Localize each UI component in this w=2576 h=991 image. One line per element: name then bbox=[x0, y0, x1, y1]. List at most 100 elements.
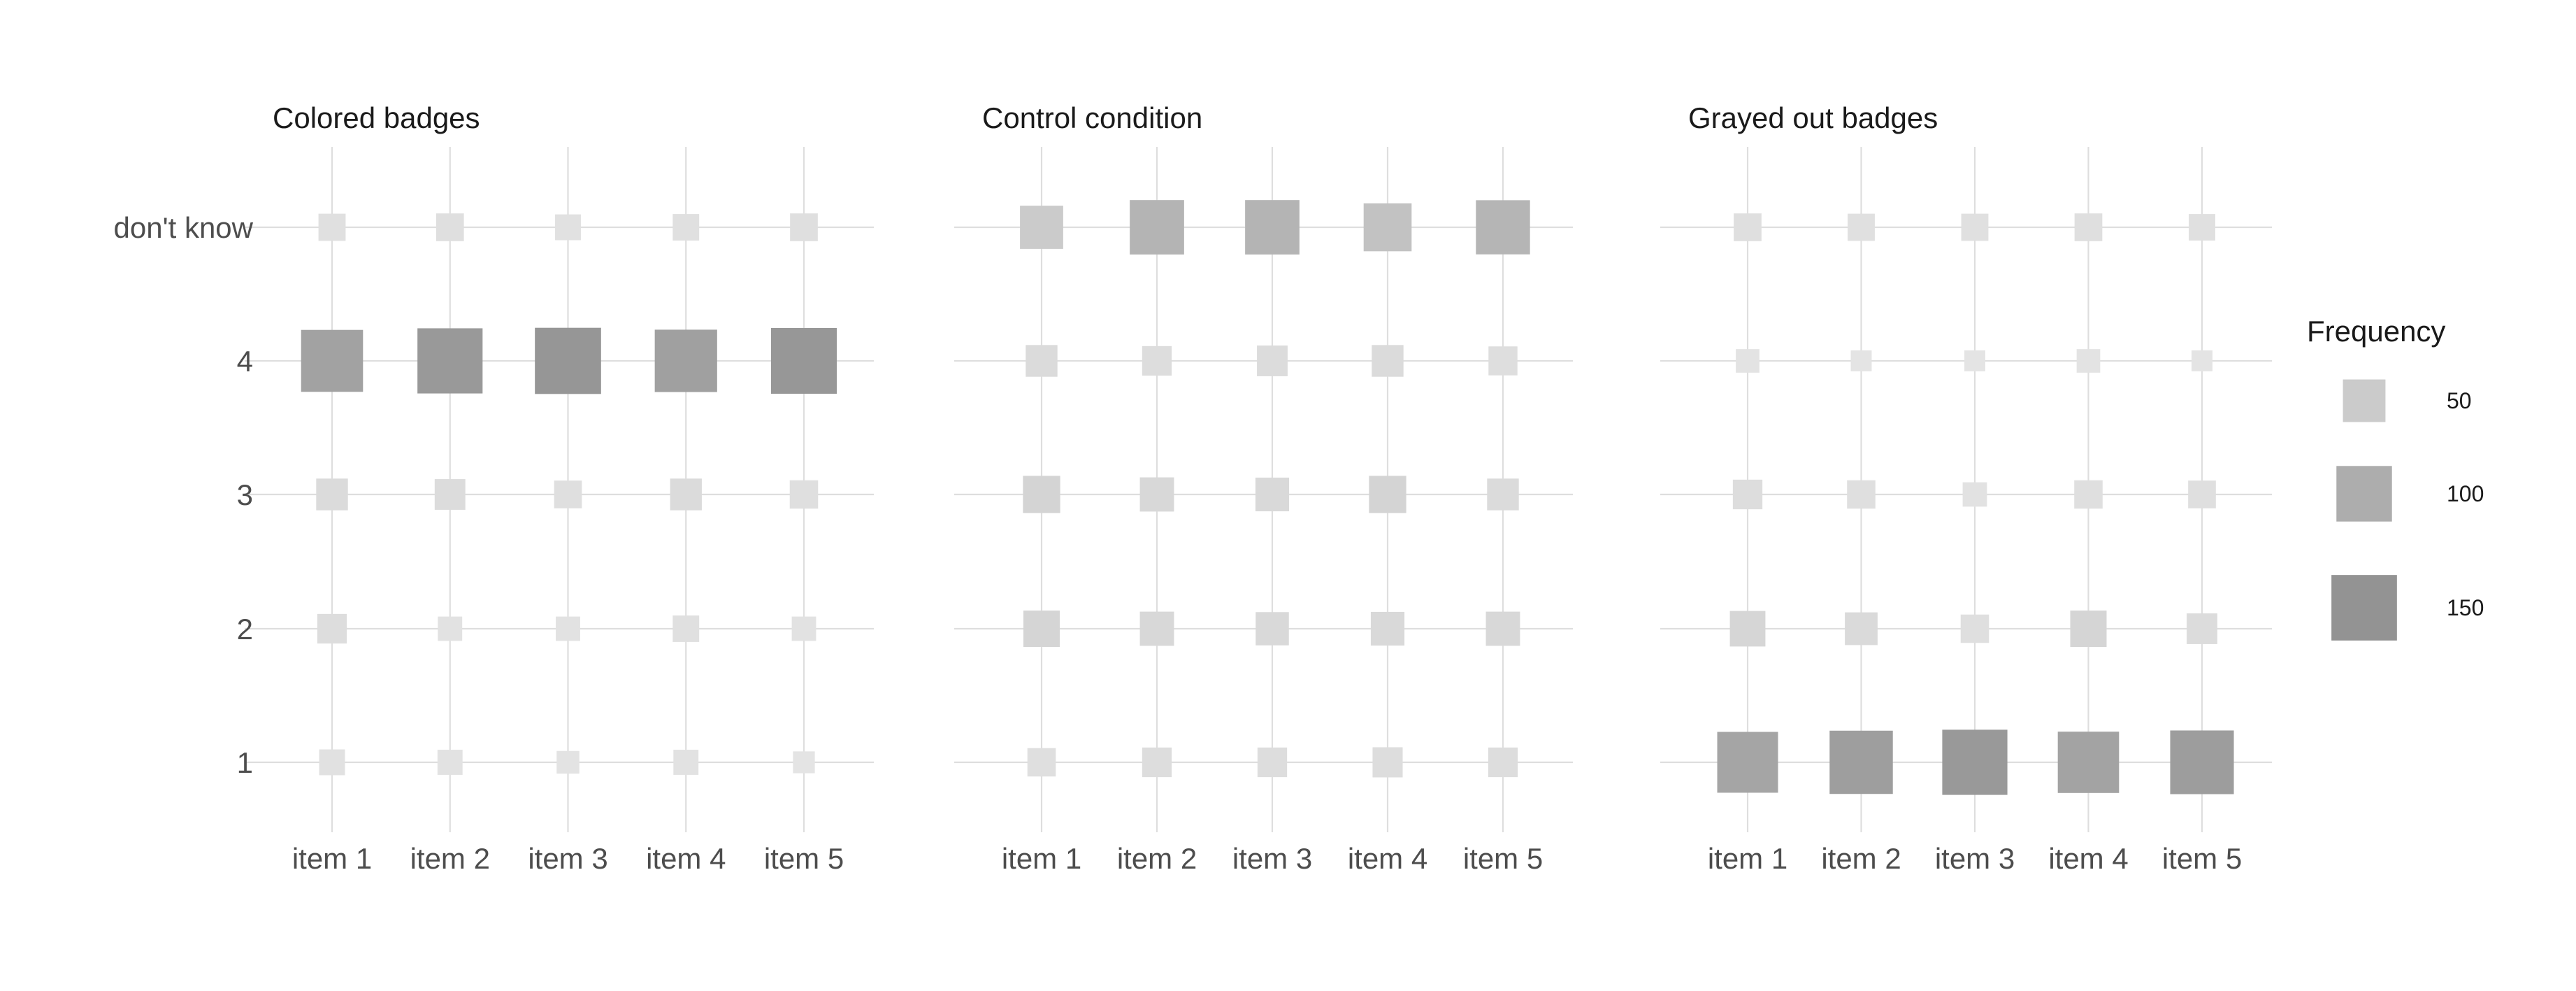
y-tick-label: 2 bbox=[237, 613, 253, 646]
tile-3-3 bbox=[1257, 345, 1288, 376]
x-tick-label: item 4 bbox=[1348, 842, 1427, 875]
tile-1-2 bbox=[316, 478, 348, 511]
tile-5-1 bbox=[791, 616, 816, 641]
y-tick-label: 4 bbox=[237, 345, 253, 378]
legend-label: 150 bbox=[2447, 595, 2484, 620]
tile-4-1 bbox=[2070, 610, 2107, 648]
tile-3-2 bbox=[554, 480, 582, 508]
x-tick-label: item 2 bbox=[1117, 842, 1197, 875]
tile-2-1 bbox=[438, 616, 463, 641]
tile-5-0 bbox=[1488, 747, 1518, 778]
tile-1-0 bbox=[1717, 732, 1778, 793]
tile-1-3 bbox=[1026, 345, 1058, 377]
tile-1-1 bbox=[1729, 611, 1766, 647]
tile-2-0 bbox=[1142, 747, 1172, 778]
tile-3-4 bbox=[1961, 213, 1989, 241]
tile-2-0 bbox=[1829, 730, 1893, 794]
tile-3-4 bbox=[555, 214, 581, 241]
tile-4-0 bbox=[673, 750, 699, 775]
tile-4-1 bbox=[672, 615, 700, 642]
tile-4-2 bbox=[1369, 476, 1406, 513]
tile-3-0 bbox=[1942, 729, 2008, 795]
tile-4-4 bbox=[2074, 213, 2103, 241]
panel-title: Control condition bbox=[982, 101, 1202, 134]
tile-2-3 bbox=[1850, 350, 1872, 371]
tile-5-3 bbox=[2192, 350, 2212, 371]
legend-key bbox=[2343, 379, 2386, 422]
legend-key bbox=[2336, 466, 2392, 522]
tile-3-0 bbox=[556, 750, 580, 774]
x-tick-label: item 5 bbox=[2162, 842, 2242, 875]
tile-5-2 bbox=[2188, 480, 2216, 508]
tile-2-2 bbox=[434, 479, 466, 510]
legend-key bbox=[2331, 575, 2397, 641]
tile-2-1 bbox=[1139, 611, 1174, 646]
x-tick-label: item 1 bbox=[1708, 842, 1787, 875]
tile-4-2 bbox=[670, 478, 702, 511]
panel-title: Colored badges bbox=[273, 101, 480, 134]
tile-1-4 bbox=[318, 213, 346, 241]
tile-2-4 bbox=[436, 213, 464, 241]
tile-4-3 bbox=[1372, 345, 1404, 377]
tile-5-4 bbox=[2189, 214, 2215, 241]
tile-5-2 bbox=[1487, 478, 1519, 511]
tile-3-3 bbox=[1964, 350, 1985, 371]
tile-2-2 bbox=[1847, 480, 1876, 509]
tile-5-0 bbox=[793, 751, 815, 773]
tile-4-0 bbox=[2057, 732, 2120, 793]
x-tick-label: item 3 bbox=[1935, 842, 2015, 875]
tile-2-3 bbox=[417, 328, 483, 394]
legend-label: 100 bbox=[2447, 481, 2484, 506]
tile-5-3 bbox=[1488, 346, 1518, 376]
x-tick-label: item 4 bbox=[646, 842, 726, 875]
tile-1-2 bbox=[1732, 479, 1763, 510]
tile-2-1 bbox=[1845, 612, 1878, 646]
tile-5-4 bbox=[1476, 200, 1530, 255]
x-tick-label: item 1 bbox=[292, 842, 372, 875]
tile-2-0 bbox=[437, 750, 463, 775]
x-tick-label: item 1 bbox=[1002, 842, 1081, 875]
tile-1-4 bbox=[1020, 206, 1063, 249]
tile-5-0 bbox=[2170, 730, 2234, 794]
tile-1-1 bbox=[317, 613, 347, 644]
tile-3-1 bbox=[1960, 614, 1989, 643]
tile-1-2 bbox=[1023, 476, 1060, 513]
tile-4-0 bbox=[1372, 747, 1403, 778]
tile-1-0 bbox=[1027, 748, 1056, 777]
x-tick-label: item 5 bbox=[764, 842, 844, 875]
tile-3-0 bbox=[1257, 747, 1288, 778]
legend-label: 50 bbox=[2447, 388, 2472, 413]
tile-3-1 bbox=[556, 616, 580, 641]
tile-2-3 bbox=[1142, 345, 1172, 376]
tile-2-2 bbox=[1139, 477, 1174, 512]
tile-1-3 bbox=[301, 329, 364, 392]
y-tick-label: 3 bbox=[237, 478, 253, 511]
tile-5-2 bbox=[789, 480, 819, 509]
tile-4-3 bbox=[2076, 349, 2101, 373]
x-tick-label: item 4 bbox=[2048, 842, 2128, 875]
tile-1-1 bbox=[1023, 610, 1060, 648]
tile-4-3 bbox=[654, 329, 717, 392]
tile-4-4 bbox=[1363, 203, 1412, 252]
x-tick-label: item 2 bbox=[1821, 842, 1901, 875]
tile-5-1 bbox=[1485, 611, 1520, 646]
y-tick-label: don't know bbox=[114, 211, 254, 244]
tile-5-1 bbox=[2187, 613, 2217, 644]
tile-3-2 bbox=[1255, 477, 1290, 512]
tile-1-3 bbox=[1736, 349, 1760, 373]
tile-3-2 bbox=[1962, 482, 1987, 507]
tile-1-0 bbox=[319, 749, 345, 776]
y-tick-label: 1 bbox=[237, 746, 253, 779]
tile-4-4 bbox=[672, 214, 700, 241]
tile-3-4 bbox=[1245, 200, 1300, 255]
legend-title: Frequency bbox=[2307, 315, 2445, 348]
x-tick-label: item 3 bbox=[528, 842, 607, 875]
panel-title: Grayed out badges bbox=[1688, 101, 1938, 134]
tile-4-1 bbox=[1370, 611, 1405, 646]
tile-1-4 bbox=[1734, 213, 1762, 241]
tile-4-2 bbox=[2074, 480, 2103, 509]
tile-3-1 bbox=[1255, 612, 1289, 646]
x-tick-label: item 2 bbox=[410, 842, 490, 875]
